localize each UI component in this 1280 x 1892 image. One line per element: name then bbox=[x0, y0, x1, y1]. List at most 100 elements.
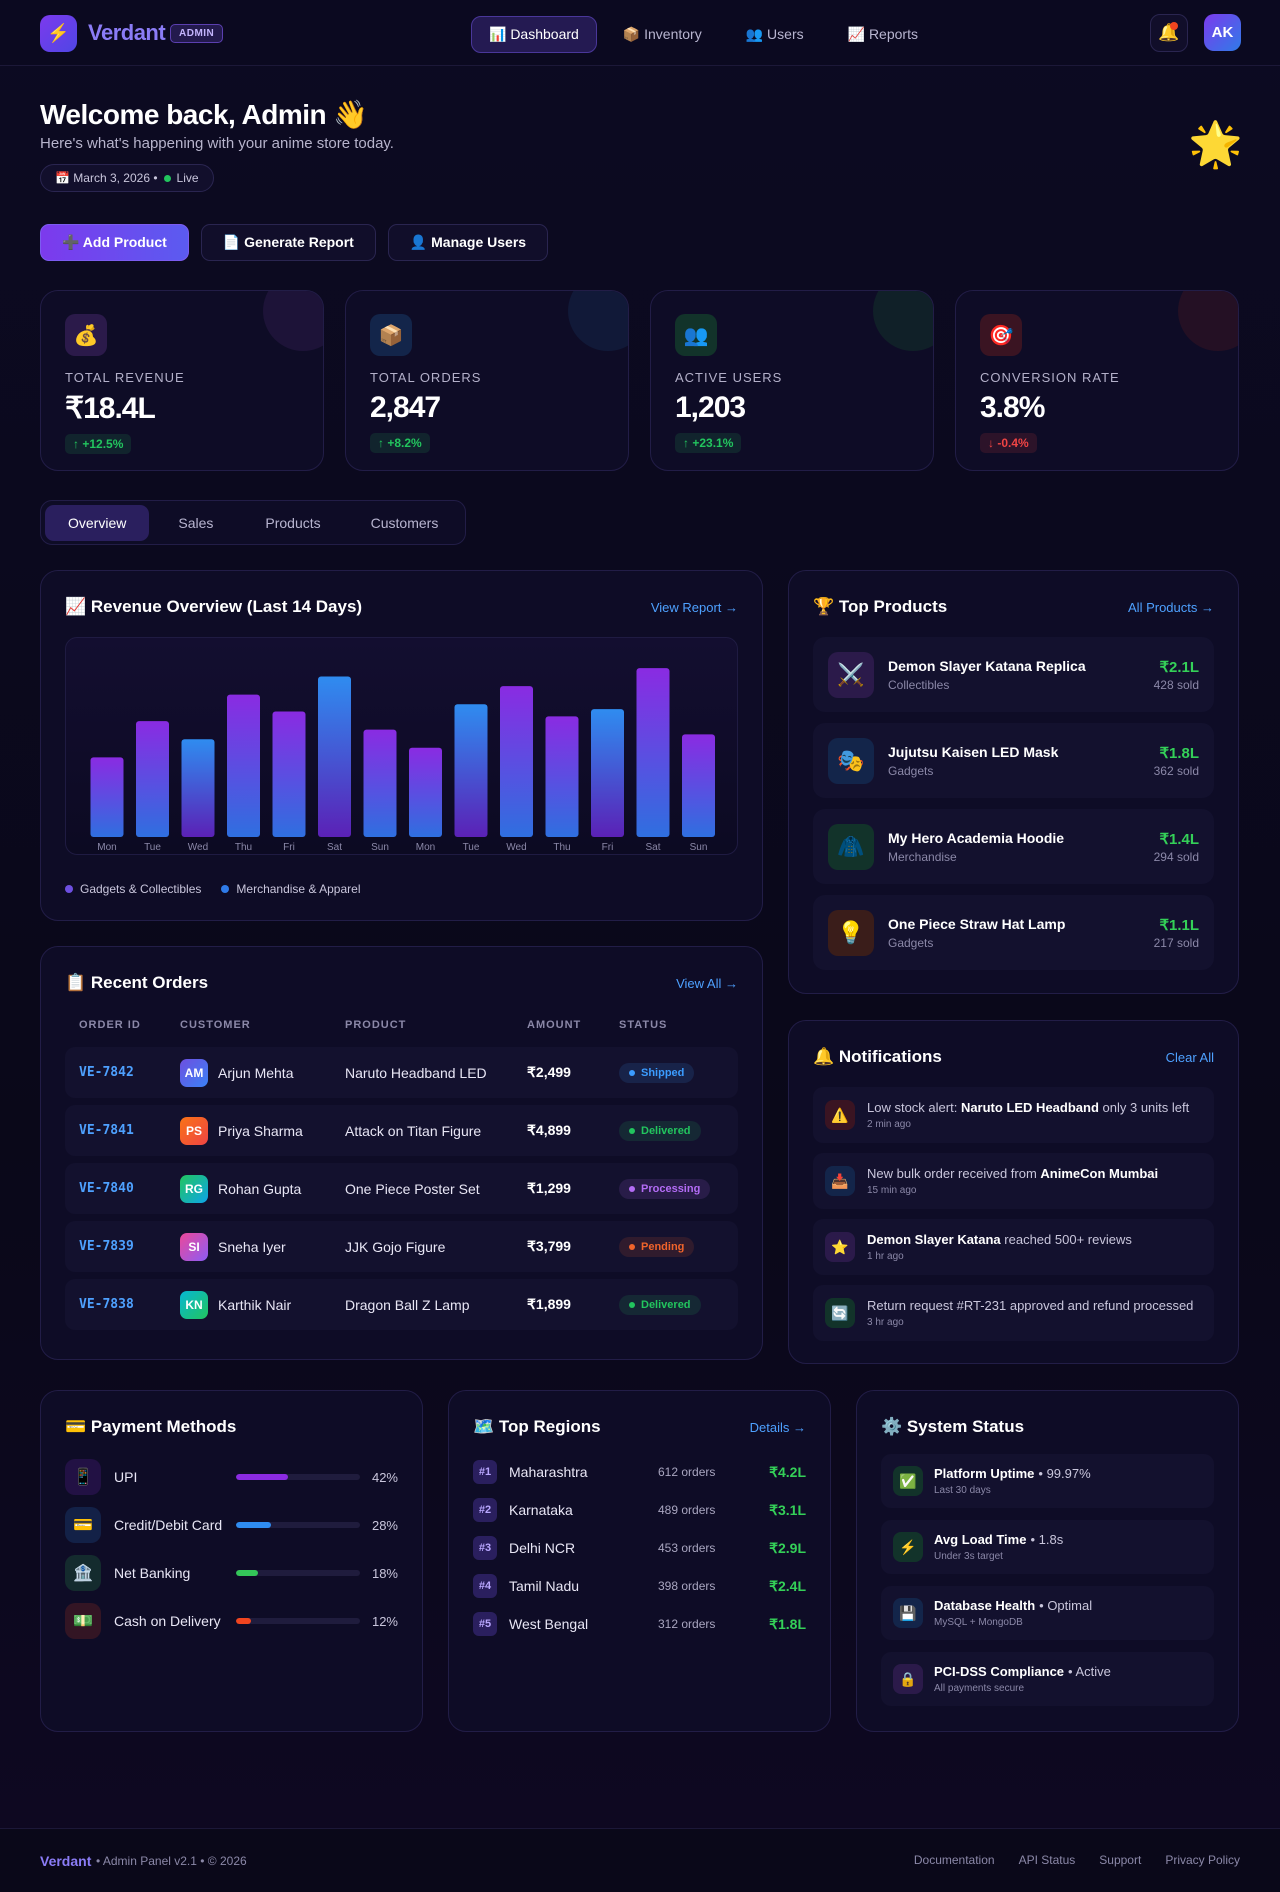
card-header: 🗺️ Top Regions Details → bbox=[473, 1413, 806, 1441]
product-stats: ₹2.1L 428 sold bbox=[1154, 658, 1199, 692]
card-header: ⚙️ System Status bbox=[881, 1413, 1214, 1441]
customer-avatar: SI bbox=[180, 1232, 208, 1261]
tab[interactable]: Products bbox=[265, 514, 321, 531]
notification-icon: ⚠️ bbox=[825, 1100, 855, 1130]
product-row[interactable]: ⚔️ Demon Slayer Katana Replica Collectible… bbox=[813, 637, 1214, 712]
payment-icon: 💵 bbox=[65, 1603, 101, 1639]
product-sold: 428 sold bbox=[1153, 677, 1199, 692]
x-tick-label: Sun bbox=[371, 842, 389, 853]
payment-name: Cash on Delivery bbox=[114, 1613, 221, 1629]
stat-change: ↑ +12.5% bbox=[65, 434, 132, 454]
bar bbox=[181, 739, 215, 837]
x-tick-label: Sat bbox=[645, 842, 660, 853]
live-status: Live bbox=[176, 171, 199, 185]
amount: ₹4,899 bbox=[527, 1122, 571, 1138]
customer-name: Priya Sharma bbox=[218, 1122, 303, 1139]
card-link[interactable]: View All → bbox=[676, 975, 738, 991]
order-row[interactable]: VE-7841 PS Priya Sharma Attack on Titan Fig… bbox=[65, 1105, 738, 1156]
status-detail: • 99.97% bbox=[1038, 1466, 1091, 1481]
product-category: Gadgets bbox=[888, 763, 934, 778]
footer-link[interactable]: API Status bbox=[1018, 1853, 1076, 1867]
stat-glow bbox=[568, 291, 628, 351]
x-tick-label: Fri bbox=[602, 842, 614, 853]
order-row[interactable]: VE-7842 AM Arjun Mehta Naruto Headband LED ₹… bbox=[65, 1047, 738, 1098]
status-badge: Shipped bbox=[619, 1062, 695, 1083]
x-tick-label: Tue bbox=[463, 842, 480, 853]
status-text: Processing bbox=[641, 1182, 701, 1195]
product-category: Merchandise bbox=[888, 849, 957, 864]
avatar[interactable]: AK bbox=[1204, 14, 1241, 51]
text-part: Demon Slayer Katana bbox=[867, 1232, 1001, 1247]
region-orders: 398 orders bbox=[658, 1579, 716, 1593]
x-tick-label: Thu bbox=[553, 842, 570, 853]
nav-link[interactable]: 👥 Users bbox=[745, 26, 804, 42]
region-row: #3 Delhi NCR 453 orders ₹2.9L bbox=[473, 1529, 806, 1567]
footer-brand[interactable]: Verdant bbox=[40, 1853, 92, 1869]
x-tick-label: Tue bbox=[144, 842, 161, 853]
product-row[interactable]: 🧥 My Hero Academia Hoodie Merchandise ₹1.4L… bbox=[813, 809, 1214, 884]
regions-card: 🗺️ Top Regions Details → #1 Maharashtra 612 … bbox=[448, 1390, 831, 1732]
product-row[interactable]: 💡 One Piece Straw Hat Lamp Gadgets ₹1.1L 217… bbox=[813, 895, 1214, 970]
order-row[interactable]: VE-7840 RG Rohan Gupta One Piece Poster Set… bbox=[65, 1163, 738, 1214]
notification-icon: ⭐ bbox=[825, 1232, 855, 1262]
tab[interactable]: Overview bbox=[45, 504, 150, 541]
card-header: 🏆 Top Products All Products → bbox=[813, 593, 1214, 621]
action-button[interactable]: ➕ Add Product bbox=[40, 224, 189, 261]
customer-avatar: RG bbox=[180, 1174, 208, 1203]
bar bbox=[636, 668, 670, 837]
amount: ₹3,799 bbox=[527, 1238, 571, 1254]
footer-link[interactable]: Support bbox=[1099, 1853, 1142, 1867]
payment-share: 42% bbox=[371, 1469, 398, 1485]
order-id: VE-7839 bbox=[79, 1239, 134, 1254]
payment-bar bbox=[236, 1570, 259, 1576]
card-link[interactable]: View Report → bbox=[650, 599, 738, 615]
card-link[interactable]: Details → bbox=[749, 1419, 806, 1435]
bar bbox=[409, 747, 442, 837]
legend-item: Gadgets & Collectibles bbox=[65, 882, 201, 896]
action-button[interactable]: 👤 Manage Users bbox=[387, 224, 549, 261]
amount: ₹2,499 bbox=[527, 1064, 571, 1080]
notification-dot bbox=[1170, 22, 1178, 30]
notification-body: New bulk order received from AnimeCon Mu… bbox=[867, 1166, 1158, 1196]
region-name: Tamil Nadu bbox=[509, 1578, 580, 1594]
tab[interactable]: Sales bbox=[178, 514, 214, 531]
bell-button[interactable]: 🔔 bbox=[1150, 14, 1188, 52]
product: Dragon Ball Z Lamp bbox=[345, 1296, 470, 1313]
notification-icon: 📥 bbox=[825, 1166, 855, 1196]
navbar: ⚡ Verdant ADMIN 🔔 AK 📊 Dashboard 📦 Inventory 👥 … bbox=[0, 0, 1280, 66]
product-category: Gadgets bbox=[888, 935, 934, 950]
tab[interactable]: Customers bbox=[370, 514, 439, 531]
x-tick-label: Fri bbox=[283, 842, 295, 853]
product-info: Jujutsu Kaisen LED Mask Gadgets bbox=[888, 744, 1140, 778]
card-link[interactable]: All Products → bbox=[1128, 599, 1214, 615]
x-tick-label: Mon bbox=[97, 842, 116, 853]
brand[interactable]: Verdant bbox=[88, 20, 166, 45]
card-link[interactable]: Clear All bbox=[1165, 1049, 1214, 1065]
date: 📅 March 3, 2026 • bbox=[55, 171, 158, 185]
column-header: CUSTOMER bbox=[180, 1019, 251, 1031]
stat-card: 🎯 CONVERSION RATE 3.8% ↓ -0.4% bbox=[955, 290, 1239, 471]
product-row[interactable]: 🎭 Jujutsu Kaisen LED Mask Gadgets ₹1.8L 362 … bbox=[813, 723, 1214, 798]
stat-change: ↑ +8.2% bbox=[370, 433, 430, 453]
footer-link[interactable]: Privacy Policy bbox=[1165, 1853, 1240, 1867]
card-title: 🔔 Notifications bbox=[813, 1047, 942, 1066]
payment-name: UPI bbox=[114, 1469, 138, 1485]
footer-link[interactable]: Documentation bbox=[913, 1853, 995, 1867]
order-row[interactable]: VE-7839 SI Sneha Iyer JJK Gojo Figure ₹3,799… bbox=[65, 1221, 738, 1272]
notification-body: Low stock alert: Naruto LED Headband onl… bbox=[867, 1100, 1189, 1130]
status-badge: Delivered bbox=[619, 1120, 701, 1141]
nav-link[interactable]: 📈 Reports bbox=[847, 26, 918, 42]
admin-badge: ADMIN bbox=[170, 24, 224, 43]
region-name: Delhi NCR bbox=[509, 1540, 576, 1556]
status-dot bbox=[629, 1185, 635, 1192]
notification-body: Demon Slayer Katana reached 500+ reviews… bbox=[867, 1232, 1132, 1262]
status-line: Platform Uptime • 99.97% bbox=[934, 1466, 1091, 1481]
action-button[interactable]: 📄 Generate Report bbox=[200, 224, 376, 261]
nav-link[interactable]: 📊 Dashboard bbox=[471, 16, 597, 53]
order-id: VE-7840 bbox=[79, 1181, 134, 1196]
order-row[interactable]: VE-7838 KN Karthik Nair Dragon Ball Z Lamp ₹… bbox=[65, 1279, 738, 1330]
region-revenue: ₹1.8L bbox=[769, 1615, 806, 1632]
stat-card: 👥 ACTIVE USERS 1,203 ↑ +23.1% bbox=[650, 290, 934, 471]
nav-link[interactable]: 📦 Inventory bbox=[622, 26, 702, 42]
bar bbox=[454, 704, 488, 837]
